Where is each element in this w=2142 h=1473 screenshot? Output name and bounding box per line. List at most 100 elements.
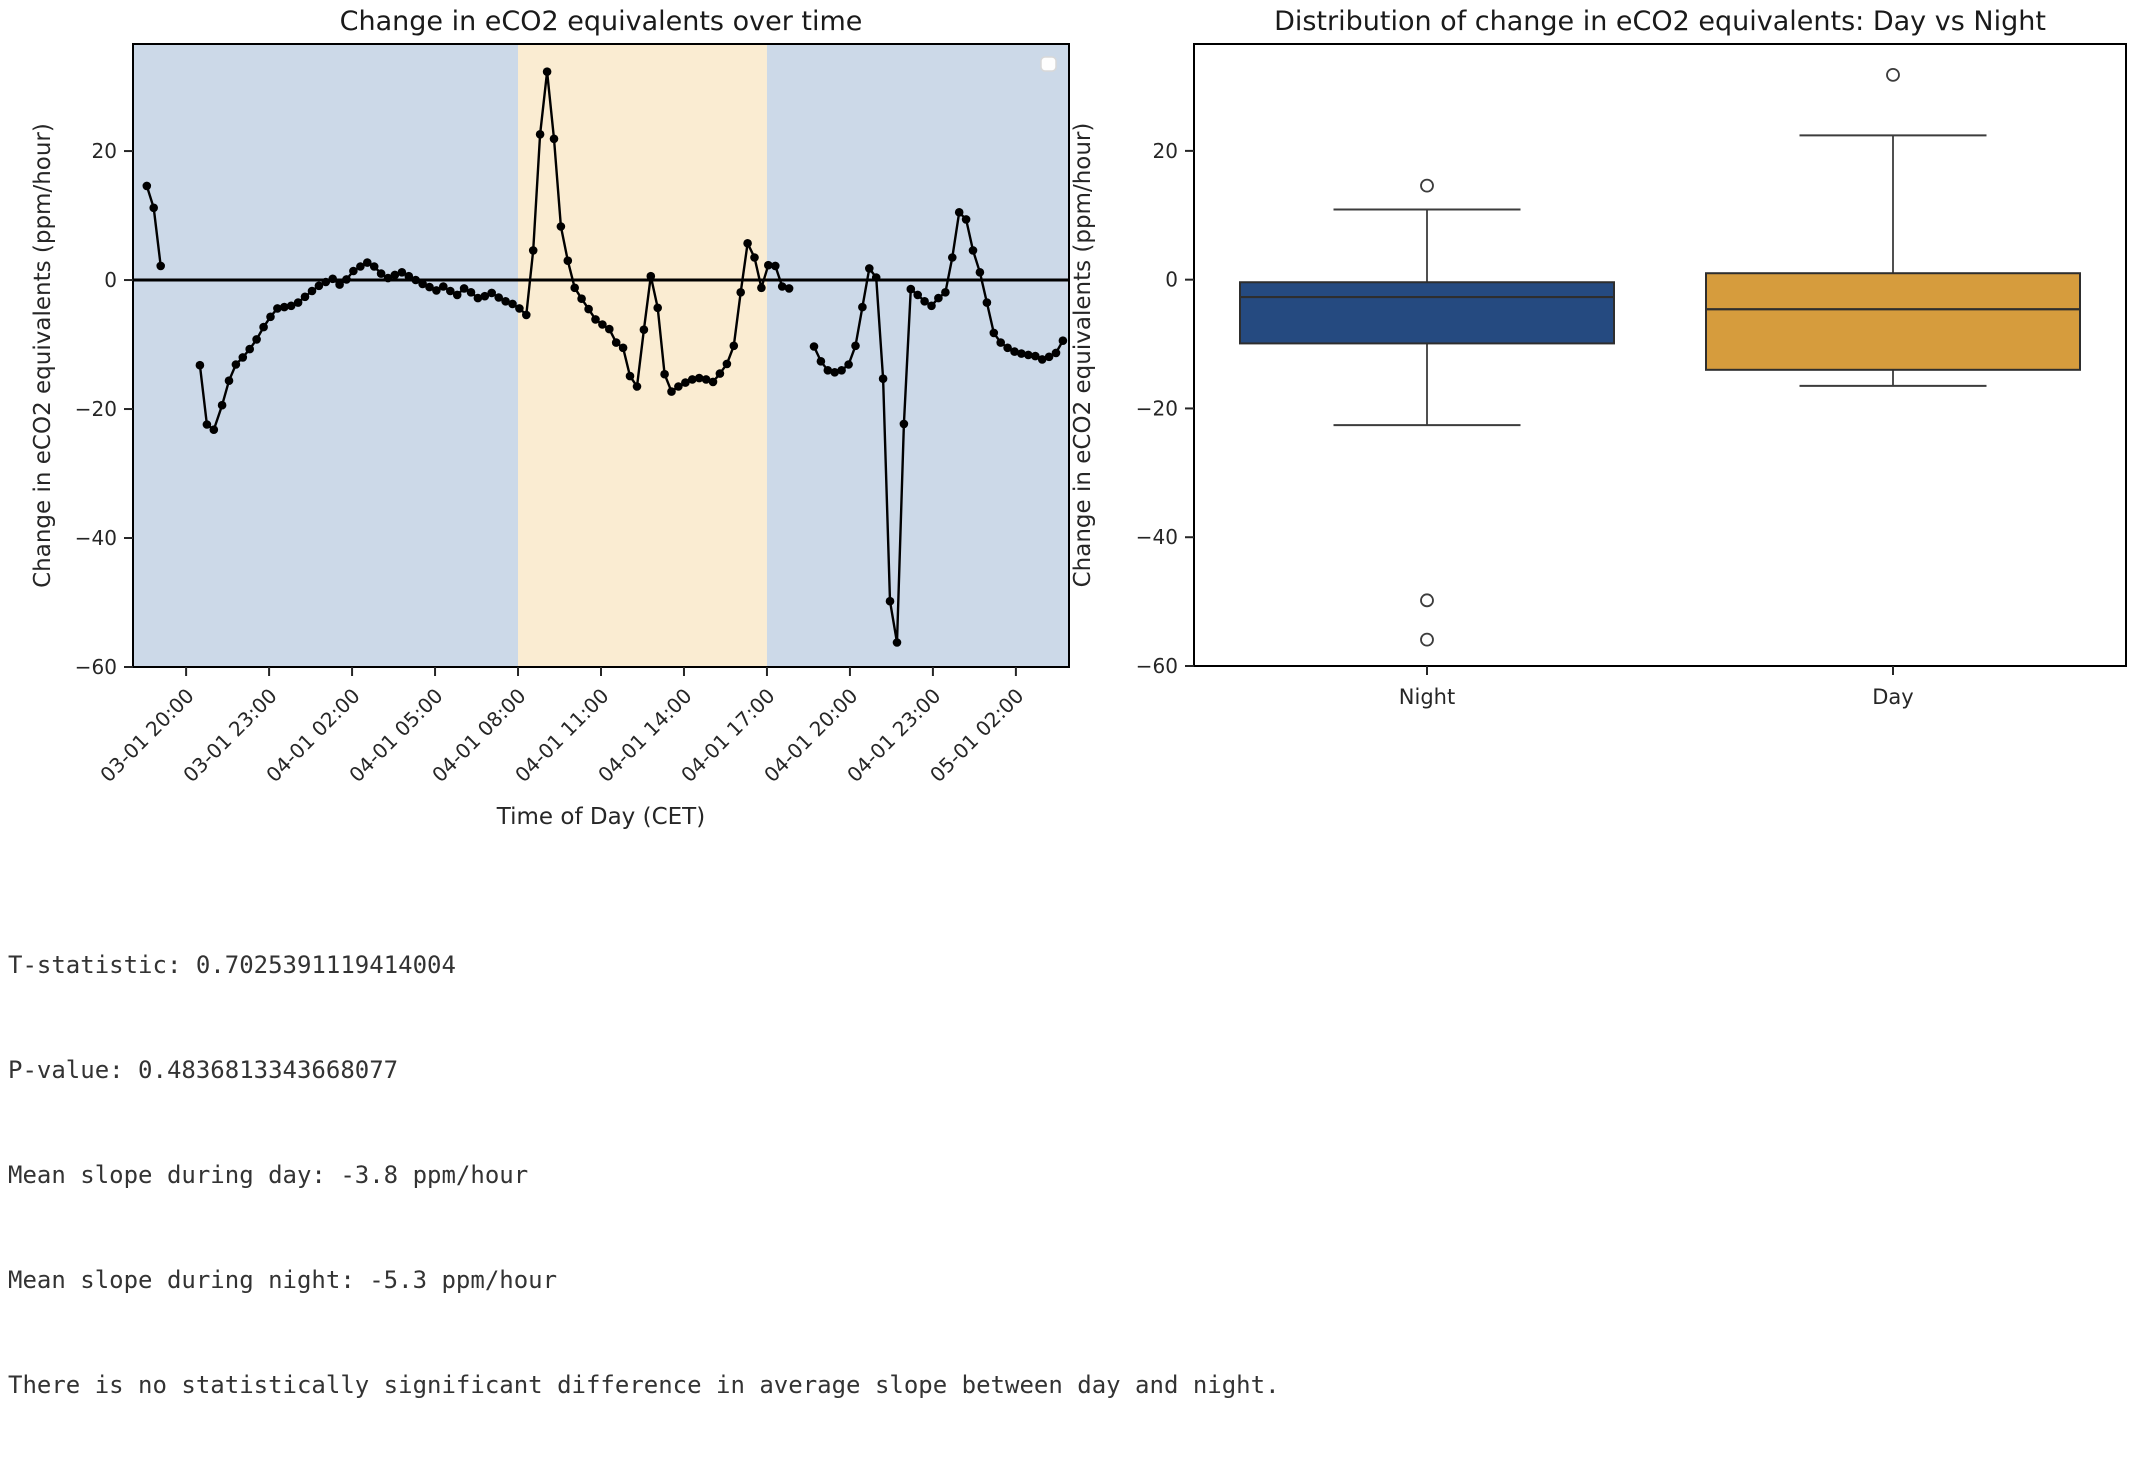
data-point-marker (528, 246, 538, 255)
data-point-marker (858, 302, 867, 312)
data-point-marker (625, 371, 635, 381)
data-point-marker (688, 375, 697, 384)
night-shading-left-band (133, 44, 519, 667)
x-tick-label: Night (1399, 685, 1455, 709)
stat-line-mean-night: Mean slope during night: -5.3 ppm/hour (8, 1266, 558, 1294)
data-point-marker (646, 271, 656, 281)
data-point-marker (844, 360, 853, 369)
data-point-marker (611, 338, 621, 347)
data-point-marker (542, 67, 552, 76)
data-point-marker (349, 266, 358, 276)
data-point-marker (906, 284, 916, 294)
data-point-marker (660, 369, 669, 379)
x-axis-label: Time of Day (CET) (496, 804, 705, 830)
data-point-marker (598, 320, 607, 329)
data-point-marker (217, 400, 227, 410)
data-point-marker (411, 275, 421, 285)
day-shading-band (518, 44, 767, 667)
stat-line-mean-day: Mean slope during day: -3.8 ppm/hour (8, 1161, 529, 1189)
data-point-marker (563, 256, 573, 266)
data-point-marker (556, 222, 566, 231)
stat-line-t-statistic: T-statistic: 0.7025391119414004 (8, 951, 456, 979)
data-point-marker (383, 273, 393, 283)
data-point-marker (920, 297, 929, 306)
y-tick-label: −40 (1136, 525, 1178, 549)
box-chart: 20 0 −20 −40 −60 Night Day Distribution of chan… (1070, 6, 2127, 709)
data-point-marker (1024, 350, 1033, 360)
data-point-marker (535, 130, 545, 139)
data-point-marker (764, 260, 773, 270)
data-point-marker (487, 288, 497, 298)
data-point-marker (681, 378, 690, 387)
data-point-marker (1051, 348, 1061, 358)
data-point-marker (989, 328, 999, 338)
data-point-marker (231, 360, 241, 369)
outlier-marker (1420, 593, 1434, 608)
data-point-marker (342, 275, 351, 284)
data-point-marker (961, 215, 971, 224)
data-point-marker (515, 304, 524, 313)
data-point-marker (1058, 336, 1068, 346)
data-point-marker (941, 288, 950, 297)
data-point-marker (871, 273, 881, 282)
stat-line-conclusion: There is no statistically significant di… (8, 1371, 1280, 1399)
y-tick-label: −20 (75, 397, 117, 421)
data-point-marker (280, 302, 289, 312)
data-point-marker (369, 262, 379, 271)
data-point-marker (913, 290, 922, 300)
data-point-marker (899, 419, 909, 429)
y-tick-label: 20 (1153, 139, 1178, 163)
data-point-marker (466, 288, 476, 297)
data-point-marker (708, 377, 718, 387)
data-point-marker (1017, 349, 1026, 358)
y-tick-label: 0 (104, 268, 117, 292)
data-point-marker (224, 376, 234, 386)
day-box (1705, 272, 2081, 371)
data-point-marker (743, 239, 752, 248)
data-point-marker (1010, 347, 1019, 356)
data-point-marker (209, 425, 219, 435)
data-point-marker (591, 315, 600, 324)
data-point-marker (446, 286, 455, 296)
data-point-marker (771, 261, 780, 271)
data-point-marker (618, 343, 628, 353)
data-point-marker (639, 325, 649, 335)
data-point-marker (777, 282, 787, 291)
data-point-marker (653, 303, 662, 313)
box-chart-title: Distribution of change in eCO2 equivalen… (1274, 6, 2046, 37)
data-point-marker (934, 293, 943, 303)
x-tick-label: Day (1872, 685, 1913, 709)
data-point-marker (865, 264, 874, 273)
data-point-marker (376, 269, 386, 278)
data-point-marker (321, 277, 331, 287)
data-point-marker (809, 342, 819, 351)
data-point-marker (632, 382, 642, 391)
data-point-marker (273, 304, 282, 313)
data-point-marker (722, 359, 732, 369)
data-point-marker (816, 357, 826, 366)
outlier-marker (1420, 632, 1434, 647)
data-point-marker (314, 281, 324, 291)
data-point-marker (473, 293, 483, 303)
data-point-marker (667, 387, 676, 396)
stats-block: T-statistic: 0.7025391119414004 P-value:… (8, 878, 1280, 1473)
data-point-marker (605, 324, 614, 334)
data-point-marker (363, 258, 372, 267)
data-point-marker (142, 181, 152, 191)
y-tick-label: 20 (92, 139, 117, 163)
data-point-marker (892, 638, 902, 647)
data-point-marker (459, 284, 469, 293)
data-point-marker (300, 292, 310, 302)
data-point-marker (823, 366, 833, 375)
data-point-marker (784, 284, 794, 293)
data-point-marker (1044, 352, 1054, 362)
y-tick-label: −40 (75, 526, 117, 550)
data-point-marker (736, 288, 745, 297)
data-point-marker (996, 338, 1005, 347)
data-point-marker (750, 253, 759, 262)
y-axis-label: Change in eCO2 equivalents (ppm/hour) (1070, 123, 1096, 588)
data-point-marker (328, 274, 338, 284)
outlier-marker (1420, 178, 1434, 193)
data-point-marker (286, 301, 296, 311)
